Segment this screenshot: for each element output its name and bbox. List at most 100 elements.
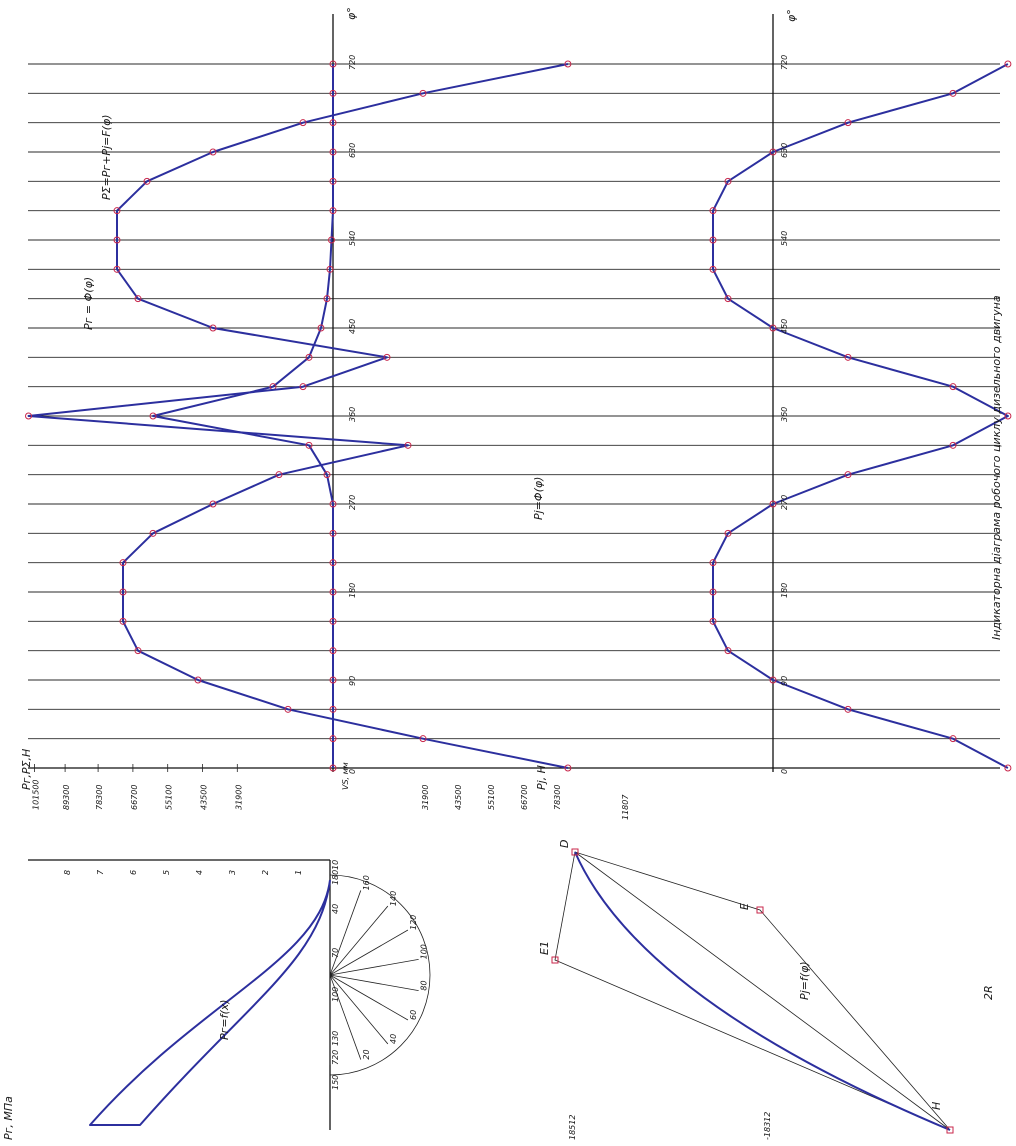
pressure-tick: 3 bbox=[228, 870, 237, 875]
pg-point bbox=[326, 265, 334, 273]
pj-point bbox=[724, 529, 732, 537]
psum-point bbox=[209, 148, 217, 156]
pg-phi-label: Pг = Φ(φ) bbox=[82, 277, 95, 330]
pg-point bbox=[329, 647, 337, 655]
pg-point bbox=[329, 89, 337, 97]
pj-f-label: Pj=f(φ) bbox=[798, 961, 811, 1000]
pj-point bbox=[1004, 764, 1012, 772]
pj-point bbox=[709, 265, 717, 273]
force-tick-label: 101500 bbox=[32, 779, 41, 810]
phi-tick-bottom: 360 bbox=[780, 407, 789, 422]
psum-point bbox=[383, 353, 391, 361]
phi-label-bottom: φ° bbox=[785, 9, 798, 22]
force-tick-label: 31900 bbox=[421, 785, 430, 810]
pg-x-curve bbox=[89, 879, 331, 1126]
curves bbox=[25, 60, 1012, 1134]
pj-point bbox=[769, 500, 777, 508]
pg-point bbox=[329, 529, 337, 537]
psum-label: PΣ=Pг+Pj=F(φ) bbox=[100, 114, 113, 200]
phi-tick-bottom: 630 bbox=[780, 143, 789, 158]
crank-angle-label: 100 bbox=[420, 944, 429, 959]
stroke-tick: 70 bbox=[331, 948, 340, 958]
pg-psum-axis-label: Pг,PΣ,H bbox=[20, 749, 33, 790]
pg-point bbox=[329, 500, 337, 508]
psum-point bbox=[299, 119, 307, 127]
stroke-tick: 150 bbox=[331, 1075, 340, 1090]
psum-point bbox=[134, 295, 142, 303]
pj-point bbox=[844, 705, 852, 713]
force-tick-label: 31900 bbox=[234, 785, 243, 810]
pressure-tick: 8 bbox=[63, 870, 72, 875]
pg-point bbox=[329, 60, 337, 68]
pg-point bbox=[323, 471, 331, 479]
pressure-tick: 4 bbox=[195, 870, 204, 875]
phi-label-top: φ° bbox=[345, 7, 358, 20]
phi-tick-top: 360 bbox=[348, 407, 357, 422]
pj-point bbox=[949, 441, 957, 449]
pj-construction bbox=[554, 851, 951, 1131]
psum-point bbox=[299, 383, 307, 391]
crank-angle-label: 40 bbox=[389, 1034, 398, 1044]
psum-curve bbox=[27, 63, 569, 769]
crank-angle-label: 720 bbox=[331, 1050, 340, 1065]
crank-angle-label: 140 bbox=[389, 891, 398, 906]
phi-tick-top: 180 bbox=[348, 583, 357, 598]
psum-point bbox=[209, 324, 217, 332]
pg-point bbox=[305, 353, 313, 361]
pg-point bbox=[329, 177, 337, 185]
psum-point bbox=[149, 529, 157, 537]
pj-point bbox=[709, 588, 717, 596]
crank-angle-label: 180 bbox=[331, 870, 340, 885]
pg-point bbox=[329, 617, 337, 625]
pressure-tick: 2 bbox=[261, 870, 270, 875]
phi-tick-top: 720 bbox=[348, 55, 357, 70]
axes bbox=[28, 14, 1000, 1131]
pg-point bbox=[328, 236, 335, 244]
force-tick-label: 43500 bbox=[454, 785, 463, 810]
phi-tick-bottom: 450 bbox=[780, 319, 789, 334]
crank-ray bbox=[329, 890, 362, 976]
crank-angle-label: 80 bbox=[420, 980, 429, 990]
psum-point bbox=[119, 588, 127, 596]
pj-point bbox=[724, 295, 732, 303]
pg-point bbox=[329, 148, 337, 156]
psum-point bbox=[419, 89, 427, 97]
force-tick-label: 89300 bbox=[62, 785, 71, 810]
pg-x-label: Pг=f(x) bbox=[218, 999, 231, 1040]
phi-tick-top: 630 bbox=[348, 143, 357, 158]
point-e1-label: E1 bbox=[538, 941, 551, 955]
force-tick-label: 66700 bbox=[130, 785, 139, 810]
pj-point bbox=[1004, 412, 1012, 420]
construction-point bbox=[756, 906, 764, 914]
phi-tick-top: 0 bbox=[348, 769, 357, 774]
pressure-axis-label: Pг, МПа bbox=[2, 1096, 15, 1140]
pg-point bbox=[329, 676, 337, 684]
force-tick-label: 55100 bbox=[165, 785, 174, 810]
pj-point bbox=[769, 676, 777, 684]
phi-tick-bottom: 270 bbox=[780, 495, 789, 510]
psum-point bbox=[275, 471, 283, 479]
crank-angle-label: 160 bbox=[362, 875, 371, 890]
psum-point bbox=[209, 500, 217, 508]
pj-point bbox=[769, 324, 777, 332]
pg-point bbox=[323, 295, 331, 303]
crank-ray bbox=[329, 905, 389, 976]
crank-ray bbox=[329, 974, 389, 1045]
pj-axis-label: Pj, H bbox=[535, 765, 548, 790]
phi-tick-top: 270 bbox=[348, 495, 357, 510]
pj-f-curve bbox=[574, 851, 951, 1131]
crank-angle-label: 60 bbox=[409, 1010, 418, 1020]
psum-point bbox=[113, 207, 121, 215]
pj-point bbox=[709, 236, 717, 244]
force-tick-label: 55100 bbox=[487, 785, 496, 810]
psum-point bbox=[143, 177, 151, 185]
diagram-caption: Індикаторна діаграма робочого циклу дизе… bbox=[990, 295, 1003, 640]
phi-tick-top: 540 bbox=[348, 231, 357, 246]
crank-angle-label: 20 bbox=[362, 1049, 371, 1059]
pj-point bbox=[949, 89, 957, 97]
pj-phi-label: Pj=Φ(φ) bbox=[532, 477, 545, 520]
phi-grid bbox=[28, 63, 1000, 769]
dim-18512-label: 18512 bbox=[568, 1115, 577, 1140]
stroke-tick: 100 bbox=[331, 987, 340, 1002]
